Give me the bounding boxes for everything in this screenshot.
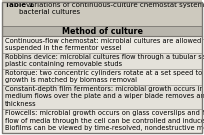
Text: Constant-depth film fermentors: microbial growth occurs in cutouts inserted into: Constant-depth film fermentors: microbia…: [5, 86, 204, 107]
Bar: [2, 36, 202, 53]
Bar: [2, 0, 202, 26]
Text: Robbins device: microbial cultures flow through a tubular section made of glass,: Robbins device: microbial cultures flow …: [5, 54, 204, 67]
Bar: [2, 109, 202, 133]
Text: Table 1: Table 1: [5, 2, 33, 8]
Bar: [2, 85, 202, 109]
Text: Variations of continuous-culture chemostat systems and flowcells for th
bacteria: Variations of continuous-culture chemost…: [19, 2, 204, 16]
Text: Method of culture: Method of culture: [61, 27, 143, 36]
Bar: [2, 26, 202, 36]
Bar: [2, 69, 202, 85]
Text: Rotorque: two concentric cylinders rotate at a set speed to generate a set shear: Rotorque: two concentric cylinders rotat…: [5, 70, 204, 83]
Text: Flowcells: microbial growth occurs on glass coverslips and forms extensive biofi: Flowcells: microbial growth occurs on gl…: [5, 110, 204, 131]
Text: Continuous-flow chemostat: microbial cultures are allowed to adhere to the surfa: Continuous-flow chemostat: microbial cul…: [5, 38, 204, 51]
Bar: [2, 53, 202, 69]
